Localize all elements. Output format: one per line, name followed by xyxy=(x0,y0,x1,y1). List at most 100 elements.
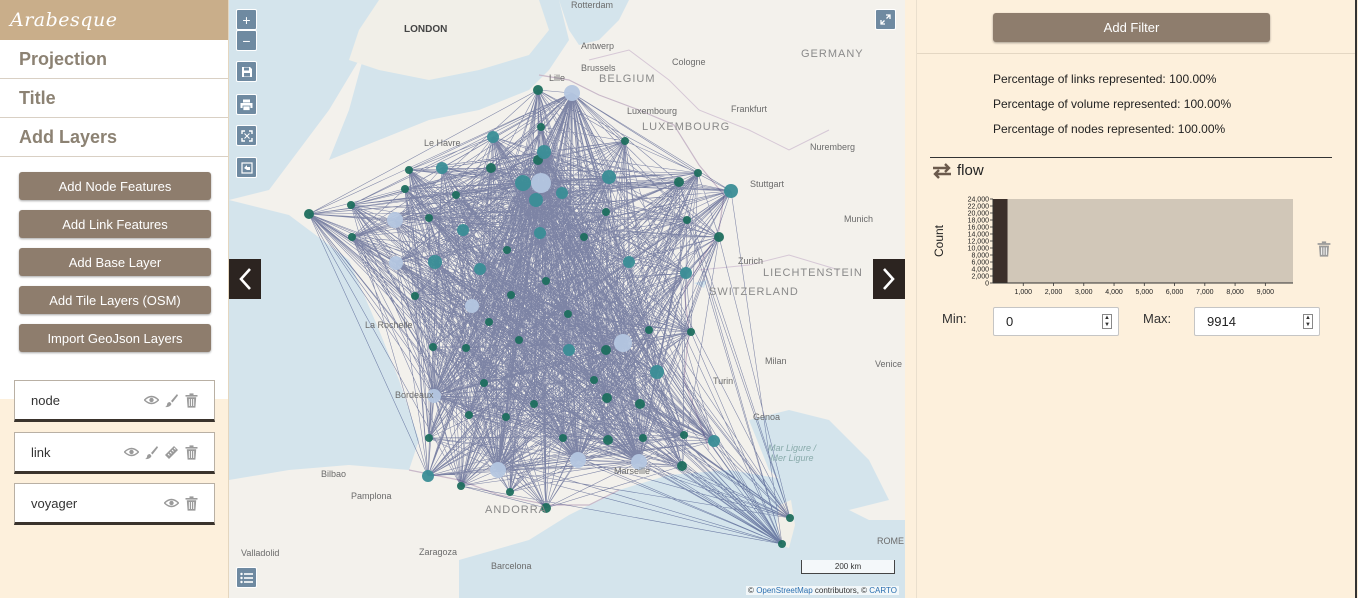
network-node[interactable] xyxy=(465,299,479,313)
add-filter-button[interactable]: Add Filter xyxy=(993,13,1270,42)
network-node[interactable] xyxy=(457,224,469,236)
histogram-selection[interactable] xyxy=(993,199,1293,283)
network-node[interactable] xyxy=(348,233,356,241)
network-node[interactable] xyxy=(531,173,551,193)
network-node[interactable] xyxy=(714,232,724,242)
network-node[interactable] xyxy=(724,184,738,198)
layer-card-node[interactable]: node xyxy=(14,380,215,422)
network-node[interactable] xyxy=(537,123,545,131)
network-node[interactable] xyxy=(786,514,794,522)
max-input-box[interactable]: ▲▼ xyxy=(1194,307,1320,336)
network-node[interactable] xyxy=(541,503,551,513)
network-node[interactable] xyxy=(631,454,647,470)
network-node[interactable] xyxy=(645,326,653,334)
fit-extent-icon[interactable] xyxy=(236,125,257,146)
stepper-icon[interactable]: ▲ ▼ xyxy=(1303,314,1313,329)
add-base-layer-button[interactable]: Add Base Layer xyxy=(19,248,211,276)
network-node[interactable] xyxy=(680,431,688,439)
network-node[interactable] xyxy=(559,434,567,442)
network-node[interactable] xyxy=(778,540,786,548)
network-node[interactable] xyxy=(347,201,355,209)
stepper-icon[interactable]: ▲ ▼ xyxy=(1102,314,1112,329)
network-node[interactable] xyxy=(580,233,588,241)
network-node[interactable] xyxy=(465,411,473,419)
network-node[interactable] xyxy=(304,209,314,219)
save-icon[interactable] xyxy=(236,61,257,82)
zoom-out-button[interactable]: − xyxy=(236,30,257,51)
network-node[interactable] xyxy=(387,212,403,228)
network-node[interactable] xyxy=(677,461,687,471)
section-projection[interactable]: Projection xyxy=(0,40,228,79)
ruler-icon[interactable] xyxy=(163,444,180,461)
zoom-in-button[interactable]: + xyxy=(236,9,257,30)
network-node[interactable] xyxy=(590,376,598,384)
network-node[interactable] xyxy=(674,177,684,187)
eye-icon[interactable] xyxy=(123,444,140,461)
network-node[interactable] xyxy=(533,85,543,95)
section-add-layers[interactable]: Add Layers xyxy=(0,118,228,157)
network-node[interactable] xyxy=(570,452,586,468)
min-input[interactable] xyxy=(1004,313,1104,330)
print-icon[interactable] xyxy=(236,94,257,115)
network-node[interactable] xyxy=(480,379,488,387)
network-node[interactable] xyxy=(534,227,546,239)
network-node[interactable] xyxy=(401,185,409,193)
network-node[interactable] xyxy=(603,435,613,445)
network-node[interactable] xyxy=(405,166,413,174)
network-node[interactable] xyxy=(708,435,720,447)
network-node[interactable] xyxy=(411,292,419,300)
brush-icon[interactable] xyxy=(143,444,160,461)
network-node[interactable] xyxy=(515,336,523,344)
add-node-features-button[interactable]: Add Node Features xyxy=(19,172,211,200)
fullscreen-icon[interactable] xyxy=(875,9,896,30)
network-node[interactable] xyxy=(556,187,568,199)
network-node[interactable] xyxy=(503,246,511,254)
network-node[interactable] xyxy=(428,255,442,269)
section-title[interactable]: Title xyxy=(0,79,228,118)
network-node[interactable] xyxy=(457,482,465,490)
network-node[interactable] xyxy=(529,193,543,207)
network-node[interactable] xyxy=(564,85,580,101)
import-geojson-button[interactable]: Import GeoJson Layers xyxy=(19,324,211,352)
trash-icon[interactable] xyxy=(183,392,200,409)
network-node[interactable] xyxy=(486,163,496,173)
network-node[interactable] xyxy=(602,393,612,403)
network-node[interactable] xyxy=(422,470,434,482)
trash-icon[interactable] xyxy=(183,495,200,512)
network-node[interactable] xyxy=(515,175,531,191)
network-node[interactable] xyxy=(621,137,629,145)
network-node[interactable] xyxy=(452,191,460,199)
network-node[interactable] xyxy=(487,131,499,143)
network-node[interactable] xyxy=(389,256,403,270)
collapse-left-panel-button[interactable] xyxy=(229,259,261,299)
network-node[interactable] xyxy=(683,216,691,224)
network-node[interactable] xyxy=(563,344,575,356)
flow-histogram[interactable]: 02,0004,0006,0008,00010,00012,00014,0001… xyxy=(927,192,1307,302)
legend-list-icon[interactable] xyxy=(236,567,257,588)
min-input-box[interactable]: ▲▼ xyxy=(993,307,1119,336)
layer-card-voyager[interactable]: voyager xyxy=(14,483,215,525)
reset-view-icon[interactable] xyxy=(236,157,257,178)
eye-icon[interactable] xyxy=(163,495,180,512)
network-node[interactable] xyxy=(530,400,538,408)
collapse-right-panel-button[interactable] xyxy=(873,259,905,299)
carto-link[interactable]: CARTO xyxy=(869,586,897,595)
add-tile-layers-button[interactable]: Add Tile Layers (OSM) xyxy=(19,286,211,314)
network-node[interactable] xyxy=(506,488,514,496)
network-node[interactable] xyxy=(601,345,611,355)
network-node[interactable] xyxy=(614,334,632,352)
network-node[interactable] xyxy=(502,413,510,421)
network-node[interactable] xyxy=(436,162,448,174)
network-node[interactable] xyxy=(680,267,692,279)
osm-link[interactable]: OpenStreetMap xyxy=(756,586,813,595)
network-node[interactable] xyxy=(623,256,635,268)
network-node[interactable] xyxy=(507,291,515,299)
network-node[interactable] xyxy=(687,328,695,336)
network-node[interactable] xyxy=(602,170,616,184)
map-view[interactable]: LONDON Rotterdam Antwerp Brussels BELGIU… xyxy=(229,0,905,598)
network-node[interactable] xyxy=(694,169,702,177)
network-node[interactable] xyxy=(425,434,433,442)
eye-icon[interactable] xyxy=(143,392,160,409)
max-input[interactable] xyxy=(1205,313,1305,330)
network-node[interactable] xyxy=(462,344,470,352)
